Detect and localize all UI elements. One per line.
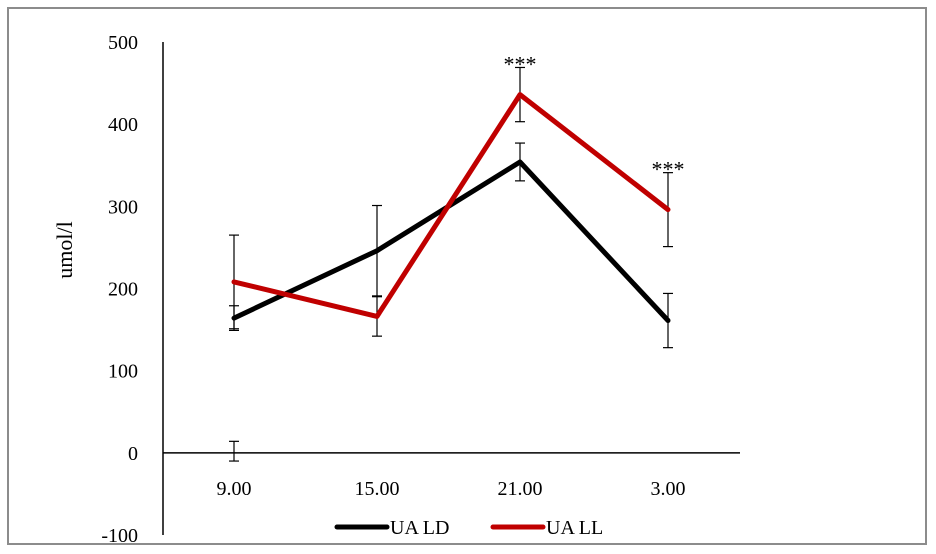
x-tick-label: 3.00 — [651, 478, 686, 500]
y-tick-label: 500 — [108, 32, 138, 54]
significance-annotations: *** *** — [504, 51, 685, 181]
chart-frame — [7, 7, 927, 545]
x-tick-label: 15.00 — [355, 478, 400, 500]
y-tick-label: 200 — [108, 279, 138, 301]
series-lines — [231, 92, 671, 323]
significance-annotation: *** — [652, 157, 685, 182]
error-bars — [229, 66, 673, 462]
y-tick-label: 400 — [108, 114, 138, 136]
legend: UA LD UA LL — [334, 517, 603, 539]
y-tick-labels: -100 0 100 200 300 400 500 — [101, 32, 138, 547]
y-tick-label: 100 — [108, 361, 138, 383]
series-line — [231, 92, 671, 319]
y-tick-label: -100 — [101, 525, 138, 547]
legend-label: UA LL — [546, 517, 603, 539]
y-axis-label: umol/l — [52, 221, 77, 278]
significance-annotation: *** — [504, 51, 537, 76]
x-tick-label: 9.00 — [217, 478, 252, 500]
y-tick-label: 0 — [128, 443, 138, 465]
x-tick-labels: 9.00 15.00 21.00 3.00 — [217, 478, 686, 500]
y-tick-label: 300 — [108, 196, 138, 218]
legend-label: UA LD — [390, 517, 449, 539]
x-tick-label: 21.00 — [498, 478, 543, 500]
